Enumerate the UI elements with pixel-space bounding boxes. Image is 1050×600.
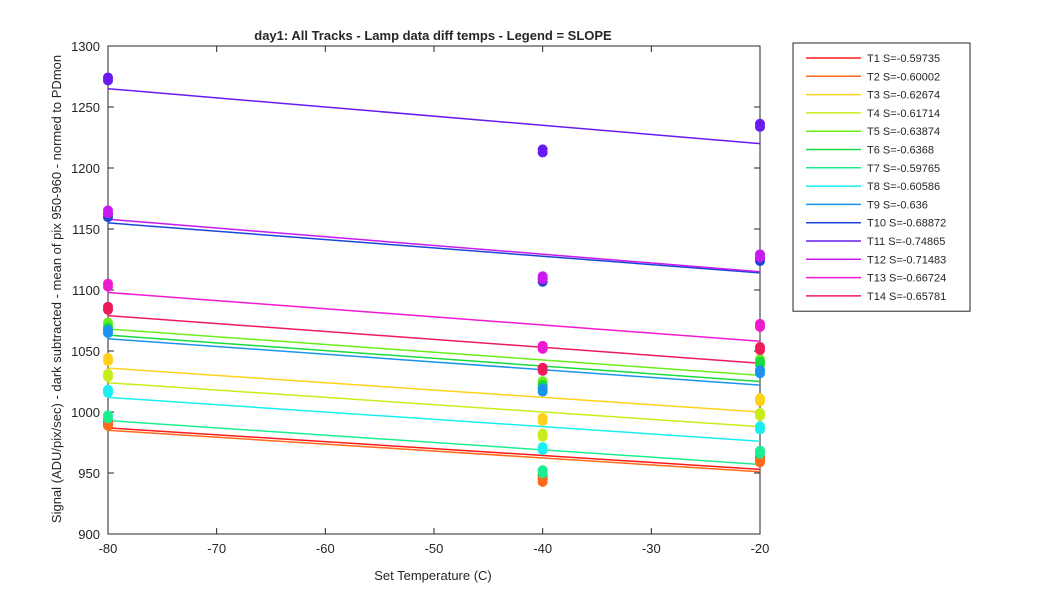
data-point: [103, 75, 113, 86]
data-point: [103, 413, 113, 424]
fit-line: [107, 334, 761, 383]
data-point: [103, 208, 113, 219]
chart-title: day1: All Tracks - Lamp data diff temps …: [254, 28, 612, 43]
fit-line: [107, 328, 761, 377]
data-point: [537, 445, 548, 456]
data-point: [103, 327, 113, 338]
legend-entry: T13 S=-0.66724: [867, 273, 946, 285]
fit-line: [107, 314, 761, 364]
fit-line: [107, 222, 761, 274]
fit-line: [107, 218, 761, 273]
legend-entry: T1 S=-0.59735: [867, 53, 940, 65]
data-point: [537, 468, 548, 479]
y-tick-label: 1050: [71, 344, 100, 359]
data-point: [755, 368, 765, 379]
data-point: [537, 147, 548, 158]
x-tick-label: -50: [425, 541, 444, 556]
data-point: [537, 476, 548, 487]
data-point: [537, 365, 548, 376]
x-tick-label: -30: [642, 541, 661, 556]
data-point: [755, 396, 765, 407]
fit-line: [107, 87, 761, 145]
data-point: [755, 121, 765, 132]
plot-area: -80 -70 -60 -50 -40 -30 -20 900 950 1000 1050 1100 1…: [71, 39, 769, 556]
legend-entry: T14 S=-0.65781: [867, 291, 946, 303]
fit-line: [107, 419, 761, 466]
legend-box: [792, 42, 971, 312]
x-tick-label: -60: [316, 541, 335, 556]
data-point: [755, 424, 765, 435]
data-point: [755, 448, 765, 459]
data-point: [537, 415, 548, 426]
legend-entry: T2 S=-0.60002: [867, 71, 940, 83]
y-tick-label: 1200: [71, 161, 100, 176]
fit-line: [107, 367, 761, 413]
data-point: [537, 386, 548, 397]
legend-entry: T6 S=-0.6368: [867, 145, 934, 157]
x-tick-label: -70: [207, 541, 226, 556]
data-point: [103, 304, 113, 315]
x-tick-label: -20: [751, 541, 770, 556]
legend-entry: T5 S=-0.63874: [867, 126, 940, 138]
fit-line: [107, 338, 761, 386]
x-tick-label: -40: [533, 541, 552, 556]
legend-entry: T4 S=-0.61714: [867, 108, 940, 120]
data-point: [103, 420, 113, 431]
axes-box: [107, 45, 761, 535]
legend-entry: T7 S=-0.59765: [867, 163, 940, 175]
fit-line: [107, 429, 761, 473]
y-tick-label: 950: [78, 466, 100, 481]
legend-entry: T10 S=-0.68872: [867, 218, 946, 230]
data-point: [103, 356, 113, 367]
y-tick-label: 900: [78, 527, 100, 542]
y-axis-label: Signal (ADU/pix/sec) - dark subtracted -…: [49, 55, 64, 523]
legend-entry: T11 S=-0.74865: [867, 236, 945, 248]
legend-entry: T9 S=-0.636: [867, 199, 928, 211]
data-point: [755, 457, 765, 468]
data-point: [755, 345, 765, 356]
fit-line: [107, 291, 761, 342]
legend: T1 S=-0.59735 T2 S=-0.60002 T3 S=-0.62674 T…: [792, 42, 971, 312]
data-point: [103, 387, 113, 398]
legend-entry: T8 S=-0.60586: [867, 181, 940, 193]
legend-entry: T12 S=-0.71483: [867, 254, 946, 266]
data-point: [755, 410, 765, 421]
legend-entry: T3 S=-0.62674: [867, 90, 940, 102]
y-tick-label: 1000: [71, 405, 100, 420]
x-axis-label: Set Temperature (C): [374, 568, 492, 583]
y-tick-label: 1100: [72, 283, 100, 298]
data-point: [755, 252, 765, 263]
data-point: [103, 371, 113, 382]
fit-line: [107, 427, 761, 471]
y-tick-label: 1250: [71, 100, 100, 115]
x-tick-label: -80: [99, 541, 118, 556]
data-point: [537, 343, 548, 354]
fit-line: [107, 396, 761, 443]
fit-line: [107, 381, 761, 428]
y-tick-label: 1150: [72, 222, 100, 237]
data-point: [103, 281, 113, 292]
y-tick-label: 1300: [71, 39, 100, 54]
data-point: [755, 321, 765, 332]
data-point: [537, 431, 548, 442]
data-point: [537, 274, 548, 285]
